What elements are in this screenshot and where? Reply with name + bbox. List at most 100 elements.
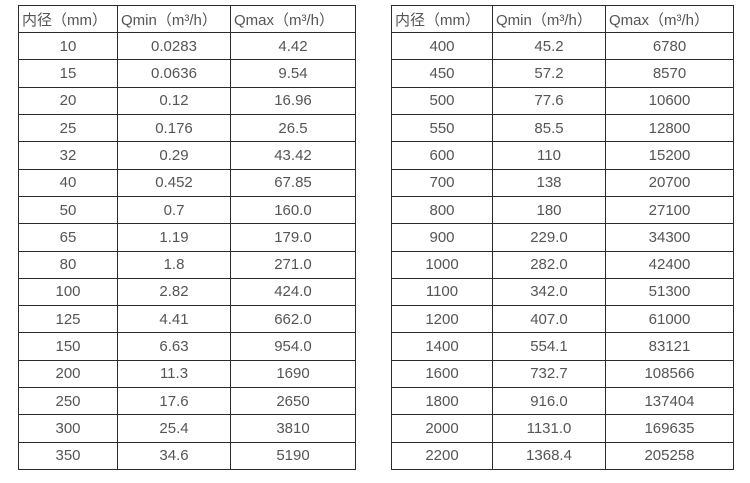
qmax-cell: 12800	[605, 113, 734, 143]
qmax-column-header: Qmax（m³/h）	[230, 5, 356, 33]
table-row: 1100 342.0 51300	[391, 277, 734, 307]
header-row: 内径（mm） Qmin（m³/h） Qmax（m³/h）	[18, 5, 356, 33]
qmin-cell: 0.7	[117, 195, 231, 225]
diameter-cell: 900	[391, 223, 493, 252]
table-row: 10 0.0283 4.42	[18, 31, 356, 61]
table-row: 1600 732.7 108566	[391, 359, 734, 389]
qmin-column-header: Qmin（m³/h）	[117, 5, 231, 33]
qmin-cell: 0.452	[117, 168, 231, 197]
diameter-cell: 300	[18, 414, 118, 443]
table-row: 65 1.19 179.0	[18, 223, 356, 252]
qmin-cell: 6.63	[117, 332, 231, 361]
table-row: 1000 282.0 42400	[391, 250, 734, 279]
table-row: 450 57.2 8570	[391, 59, 734, 88]
table-row: 400 45.2 6780	[391, 31, 734, 61]
qmin-cell: 1131.0	[492, 414, 606, 443]
qmax-cell: 179.0	[230, 223, 356, 252]
table-row: 2000 1131.0 169635	[391, 414, 734, 443]
table-row: 200 11.3 1690	[18, 359, 356, 389]
diameter-cell: 700	[391, 168, 493, 197]
table-row: 40 0.452 67.85	[18, 168, 356, 197]
qmin-cell: 34.6	[117, 441, 231, 471]
qmax-cell: 137404	[605, 387, 734, 416]
diameter-cell: 2200	[391, 441, 493, 471]
qmin-cell: 25.4	[117, 414, 231, 443]
diameter-cell: 50	[18, 195, 118, 225]
table-row: 700 138 20700	[391, 168, 734, 197]
table-row: 350 34.6 5190	[18, 441, 356, 471]
qmin-cell: 17.6	[117, 387, 231, 416]
table-row: 125 4.41 662.0	[18, 305, 356, 334]
diameter-cell: 550	[391, 113, 493, 143]
qmin-cell: 1368.4	[492, 441, 606, 471]
diameter-cell: 20	[18, 86, 118, 115]
qmin-cell: 85.5	[492, 113, 606, 143]
qmax-cell: 61000	[605, 305, 734, 334]
diameter-cell: 1100	[391, 277, 493, 307]
qmin-cell: 0.0636	[117, 59, 231, 88]
qmin-cell: 45.2	[492, 31, 606, 61]
qmin-cell: 732.7	[492, 359, 606, 389]
qmax-cell: 169635	[605, 414, 734, 443]
diameter-cell: 1200	[391, 305, 493, 334]
flow-table-small-diameters: 内径（mm） Qmin（m³/h） Qmax（m³/h） 10 0.0283 4.42 15…	[18, 5, 356, 471]
diameter-cell: 250	[18, 387, 118, 416]
qmax-cell: 26.5	[230, 113, 356, 143]
qmin-cell: 1.8	[117, 250, 231, 279]
diameter-cell: 40	[18, 168, 118, 197]
qmin-cell: 77.6	[492, 86, 606, 115]
table-row: 20 0.12 16.96	[18, 86, 356, 115]
table-row: 1200 407.0 61000	[391, 305, 734, 334]
diameter-cell: 1800	[391, 387, 493, 416]
qmax-cell: 6780	[605, 31, 734, 61]
table-row: 100 2.82 424.0	[18, 277, 356, 307]
diameter-cell: 400	[391, 31, 493, 61]
diameter-cell: 600	[391, 141, 493, 170]
qmin-cell: 0.176	[117, 113, 231, 143]
qmax-column-header: Qmax（m³/h）	[605, 5, 734, 33]
qmin-cell: 110	[492, 141, 606, 170]
diameter-cell: 1000	[391, 250, 493, 279]
qmin-column-header: Qmin（m³/h）	[492, 5, 606, 33]
diameter-cell: 65	[18, 223, 118, 252]
table-row: 500 77.6 10600	[391, 86, 734, 115]
qmax-cell: 10600	[605, 86, 734, 115]
diameter-cell: 80	[18, 250, 118, 279]
table-row: 50 0.7 160.0	[18, 195, 356, 225]
qmin-cell: 180	[492, 195, 606, 225]
table-row: 32 0.29 43.42	[18, 141, 356, 170]
qmin-cell: 0.29	[117, 141, 231, 170]
table-row: 300 25.4 3810	[18, 414, 356, 443]
table-row: 2200 1368.4 205258	[391, 441, 734, 471]
qmax-cell: 954.0	[230, 332, 356, 361]
qmax-cell: 9.54	[230, 59, 356, 88]
qmin-cell: 554.1	[492, 332, 606, 361]
diameter-cell: 200	[18, 359, 118, 389]
qmax-cell: 662.0	[230, 305, 356, 334]
table-row: 900 229.0 34300	[391, 223, 734, 252]
qmin-cell: 138	[492, 168, 606, 197]
table-row: 25 0.176 26.5	[18, 113, 356, 143]
table-row: 1400 554.1 83121	[391, 332, 734, 361]
qmin-cell: 0.0283	[117, 31, 231, 61]
qmin-cell: 2.82	[117, 277, 231, 307]
qmax-cell: 43.42	[230, 141, 356, 170]
diameter-cell: 150	[18, 332, 118, 361]
diameter-cell: 15	[18, 59, 118, 88]
table-row: 15 0.0636 9.54	[18, 59, 356, 88]
diameter-cell: 1400	[391, 332, 493, 361]
diameter-cell: 100	[18, 277, 118, 307]
qmax-cell: 271.0	[230, 250, 356, 279]
qmax-cell: 205258	[605, 441, 734, 471]
header-row: 内径（mm） Qmin（m³/h） Qmax（m³/h）	[391, 5, 734, 33]
table-row: 800 180 27100	[391, 195, 734, 225]
diameter-cell: 800	[391, 195, 493, 225]
qmax-cell: 20700	[605, 168, 734, 197]
qmax-cell: 42400	[605, 250, 734, 279]
qmax-cell: 424.0	[230, 277, 356, 307]
flow-table-large-diameters: 内径（mm） Qmin（m³/h） Qmax（m³/h） 400 45.2 6780 450…	[391, 5, 734, 471]
qmin-cell: 57.2	[492, 59, 606, 88]
diameter-cell: 450	[391, 59, 493, 88]
qmax-cell: 108566	[605, 359, 734, 389]
